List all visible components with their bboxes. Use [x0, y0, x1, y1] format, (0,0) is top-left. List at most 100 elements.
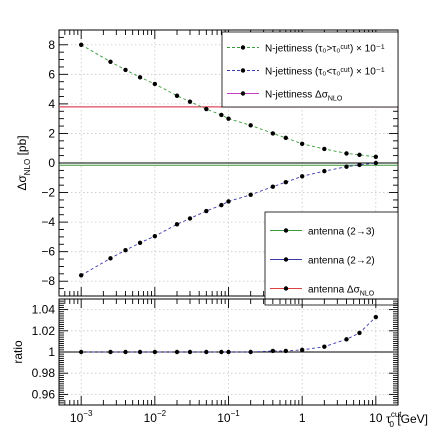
data-point	[123, 67, 128, 73]
data-point	[152, 233, 158, 239]
legend-top-swatch-marker	[240, 45, 246, 50]
main-y-tick-label: 4	[48, 97, 55, 111]
y-axis-title-ratio: ratio	[11, 340, 25, 364]
legend-top-label-text: N-jettiness (τ₀>τ₀ᶜᵘᵗ) × 10⁻¹	[265, 44, 385, 55]
data-point	[108, 256, 113, 261]
ratio-data-point	[270, 348, 276, 354]
data-point	[322, 146, 327, 152]
data-point	[344, 164, 349, 169]
x-axis-title-unit: [GeV]	[394, 412, 428, 426]
x-tick-base: 10	[70, 411, 84, 425]
legend-bottom-label-sub: NLO	[360, 291, 375, 298]
main-y-tick-label: −6	[41, 245, 55, 259]
data-point	[373, 154, 379, 159]
legend-bottom-swatch-marker	[283, 286, 289, 291]
ratio-y-tick-label: 1	[48, 345, 55, 359]
ratio-data-point	[137, 349, 143, 355]
series-line	[80, 162, 376, 276]
x-axis-title-sub: 0	[390, 420, 395, 429]
ratio-data-point	[373, 314, 379, 320]
legend-top-swatch-marker	[240, 68, 246, 73]
data-point	[187, 216, 193, 221]
x-tick-exponent: −2	[157, 409, 167, 418]
main-y-tick-label: 0	[48, 156, 55, 170]
data-point	[373, 160, 379, 166]
x-tick-label: 10−1	[217, 409, 240, 425]
main-y-tick-label: −2	[41, 186, 55, 200]
data-point	[270, 131, 276, 136]
data-point	[174, 222, 180, 227]
data-point	[344, 151, 349, 156]
data-point	[226, 199, 231, 204]
legend-top-label-text: N-jettiness (τ₀<τ₀ᶜᵘᵗ) × 10⁻¹	[265, 67, 385, 78]
ratio-data-point	[299, 347, 305, 353]
y-axis-title-sub: NLO	[23, 159, 32, 175]
data-point	[248, 192, 253, 197]
y-axis-title-unit: [pb]	[15, 135, 29, 158]
legend-top-label: N-jettiness (τ₀>τ₀ᶜᵘᵗ) × 10⁻¹	[265, 44, 385, 55]
ratio-data-point	[78, 349, 84, 355]
legend-bottom-label-text: antenna Δσ	[308, 285, 361, 296]
ratio-data-point	[357, 330, 362, 336]
ratio-data-point	[108, 349, 113, 355]
legend-top-label-sub: NLO	[328, 96, 343, 103]
series-line	[80, 44, 376, 158]
x-tick-base: 1	[299, 411, 306, 425]
main-y-tick-label: −8	[41, 274, 55, 288]
data-point	[152, 81, 158, 87]
data-point	[187, 99, 193, 104]
legend-bottom-label: antenna (2→2)	[308, 256, 375, 267]
ratio-data-point	[174, 349, 180, 355]
x-tick-base: 10	[217, 411, 231, 425]
data-point	[219, 202, 224, 208]
data-point	[299, 174, 305, 179]
data-point	[204, 106, 209, 112]
data-point	[174, 93, 180, 98]
y-axis-title-symbol: Δσ	[15, 175, 29, 191]
legend-bottom-swatch-marker	[283, 228, 289, 233]
data-point	[78, 273, 84, 278]
ratio-y-tick-label: 0.96	[32, 387, 56, 401]
legend-bottom-label: antenna ΔσNLO	[308, 285, 375, 298]
ratio-data-point	[123, 349, 128, 355]
legend-top-box	[221, 31, 399, 108]
main-y-tick-label: −4	[41, 215, 55, 229]
legend-top-label: N-jettiness ΔσNLO	[265, 90, 343, 103]
main-y-tick-label: 6	[48, 67, 55, 81]
ratio-y-tick-label: 0.98	[32, 366, 56, 380]
data-point	[283, 135, 289, 141]
ratio-y-tick-label: 1.04	[32, 303, 56, 317]
ratio-data-point	[187, 349, 193, 355]
main-y-tick-label: 8	[48, 38, 55, 52]
data-point	[283, 180, 289, 185]
legend-top-label-text: N-jettiness Δσ	[265, 90, 329, 101]
data-point	[322, 168, 327, 174]
legend-top-label: N-jettiness (τ₀<τ₀ᶜᵘᵗ) × 10⁻¹	[265, 67, 385, 78]
data-point	[270, 184, 276, 189]
legend-bottom-swatch-marker	[283, 257, 289, 262]
x-tick-exponent: −1	[231, 409, 241, 418]
ratio-y-tick-label: 1.02	[32, 324, 56, 338]
x-tick-label: 10−3	[70, 409, 93, 425]
x-tick-base: 10	[369, 411, 383, 425]
x-tick-label: 10	[369, 411, 383, 425]
data-point	[357, 152, 362, 158]
ratio-data-point	[152, 349, 158, 355]
ratio-data-point	[248, 349, 253, 355]
x-tick-base: 10	[144, 411, 158, 425]
data-point	[78, 42, 84, 47]
x-axis-title: τcut 0 [GeV]	[386, 410, 428, 429]
x-axis-title-main: τ	[386, 412, 391, 426]
data-point	[204, 208, 209, 214]
x-tick-exponent: −3	[83, 409, 93, 418]
x-axis-title-sup: cut	[391, 410, 402, 419]
data-point	[248, 123, 253, 128]
ratio-data-point	[344, 337, 349, 342]
ratio-series-line	[81, 316, 377, 353]
data-point	[108, 59, 113, 64]
ratio-data-point	[219, 349, 224, 355]
data-point	[137, 240, 143, 245]
x-tick-label: 1	[299, 411, 306, 425]
